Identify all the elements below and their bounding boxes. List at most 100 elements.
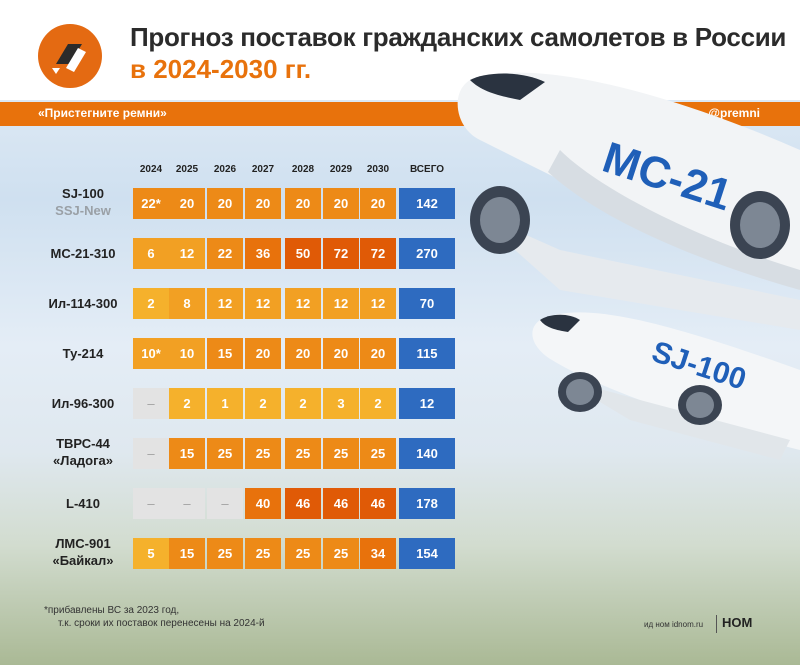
- table-cell: 10: [169, 338, 205, 369]
- table-cell: 34: [360, 538, 396, 569]
- table-cell: 2: [245, 388, 281, 419]
- row-label: ТВРС-44 «Ладога»: [24, 435, 142, 469]
- year-header-2030: 2030: [366, 164, 390, 175]
- table-cell: 12: [245, 288, 281, 319]
- table-cell: 20: [169, 188, 205, 219]
- table-cell: 10*: [133, 338, 169, 369]
- table-cell: 25: [323, 538, 359, 569]
- table-cell: 8: [169, 288, 205, 319]
- table-cell: –: [133, 438, 169, 469]
- table-cell: 20: [323, 188, 359, 219]
- table-cell: 12: [169, 238, 205, 269]
- table-cell: 22*: [133, 188, 169, 219]
- row-label-name: ЛМС-901: [55, 536, 111, 551]
- table-cell: –: [169, 488, 205, 519]
- row-label-name: Ту-214: [62, 346, 104, 361]
- table-cell: 15: [207, 338, 243, 369]
- table-cell: 6: [133, 238, 169, 269]
- total-header: ВСЕГО: [409, 164, 445, 175]
- table-cell: 46: [360, 488, 396, 519]
- row-label: Ил-96-300: [24, 395, 142, 412]
- total-cell: 270: [399, 238, 455, 269]
- table-cell: 12: [207, 288, 243, 319]
- year-header-2026: 2026: [213, 164, 237, 175]
- table-cell: 72: [360, 238, 396, 269]
- page-subtitle: в 2024-2030 гг.: [130, 54, 312, 84]
- year-header-2027: 2027: [251, 164, 275, 175]
- credit-text: ид ном idnom.ru: [644, 620, 704, 629]
- table-cell: 15: [169, 538, 205, 569]
- row-label-name: L-410: [66, 496, 100, 511]
- orange-band: «Пристегните ремни» @premni: [0, 102, 800, 126]
- row-label-name: Ил-96-300: [51, 396, 115, 411]
- credit-divider: [716, 615, 717, 633]
- row-label: ЛМС-901 «Байкал»: [24, 535, 142, 569]
- footnote-line1: *прибавлены ВС за 2023 год,: [44, 605, 180, 616]
- table-cell: 46: [285, 488, 321, 519]
- footnote-line2: т.к. сроки их поставок перенесены на 202…: [58, 618, 265, 629]
- table-cell: 2: [360, 388, 396, 419]
- table-cell: 20: [323, 338, 359, 369]
- row-label: Ил-114-300: [24, 295, 142, 312]
- table-cell: –: [207, 488, 243, 519]
- table-cell: 25: [245, 538, 281, 569]
- year-header-2025: 2025: [175, 164, 199, 175]
- table-cell: –: [133, 488, 169, 519]
- table-cell: 25: [323, 438, 359, 469]
- table-cell: 72: [323, 238, 359, 269]
- table-cell: 20: [285, 338, 321, 369]
- row-label-subname: SSJ-New: [55, 203, 111, 218]
- table-cell: 22: [207, 238, 243, 269]
- row-label-name: ТВРС-44: [56, 436, 110, 451]
- table-cell: 2: [169, 388, 205, 419]
- total-cell: 115: [399, 338, 455, 369]
- table-cell: 20: [360, 338, 396, 369]
- row-label-name: SJ-100: [62, 186, 104, 201]
- logo-icon: [38, 24, 102, 88]
- plane-bottom-image: SJ-100: [532, 312, 800, 460]
- total-cell: 12: [399, 388, 455, 419]
- table-cell: 36: [245, 238, 281, 269]
- row-label: L-410: [24, 495, 142, 512]
- table-cell: 46: [323, 488, 359, 519]
- table-cell: 25: [207, 438, 243, 469]
- table-cell: 20: [207, 188, 243, 219]
- table-cell: 20: [245, 188, 281, 219]
- table-cell: 25: [245, 438, 281, 469]
- table-cell: 5: [133, 538, 169, 569]
- total-cell: 140: [399, 438, 455, 469]
- total-cell: 178: [399, 488, 455, 519]
- table-cell: 12: [360, 288, 396, 319]
- table-cell: 12: [285, 288, 321, 319]
- table-cell: 50: [285, 238, 321, 269]
- table-cell: 15: [169, 438, 205, 469]
- channel-handle[interactable]: @premni: [708, 106, 760, 120]
- channel-name: «Пристегните ремни»: [38, 106, 167, 120]
- row-label: SJ-100 SSJ-New: [24, 185, 142, 219]
- row-label: Ту-214: [24, 345, 142, 362]
- year-header-2024: 2024: [139, 164, 163, 175]
- total-cell: 154: [399, 538, 455, 569]
- total-cell: 142: [399, 188, 455, 219]
- year-header-2029: 2029: [329, 164, 353, 175]
- table-cell: 25: [285, 538, 321, 569]
- svg-text:SJ-100: SJ-100: [648, 335, 750, 396]
- row-label-name: Ил-114-300: [48, 296, 118, 311]
- table-cell: 2: [285, 388, 321, 419]
- table-cell: 20: [245, 338, 281, 369]
- table-cell: 1: [207, 388, 243, 419]
- table-cell: 3: [323, 388, 359, 419]
- row-label-subname: «Ладога»: [53, 453, 113, 468]
- footnote: *прибавлены ВС за 2023 год, т.к. сроки и…: [44, 604, 265, 630]
- table-cell: 2: [133, 288, 169, 319]
- table-cell: 20: [285, 188, 321, 219]
- header: Прогноз поставок гражданских самолетов в…: [0, 0, 800, 100]
- total-cell: 70: [399, 288, 455, 319]
- table-cell: 25: [285, 438, 321, 469]
- row-label-subname: «Байкал»: [52, 553, 114, 568]
- table-cell: 20: [360, 188, 396, 219]
- year-header-2028: 2028: [291, 164, 315, 175]
- table-cell: 25: [207, 538, 243, 569]
- page-title: Прогноз поставок гражданских самолетов в…: [130, 22, 787, 52]
- table-cell: –: [133, 388, 169, 419]
